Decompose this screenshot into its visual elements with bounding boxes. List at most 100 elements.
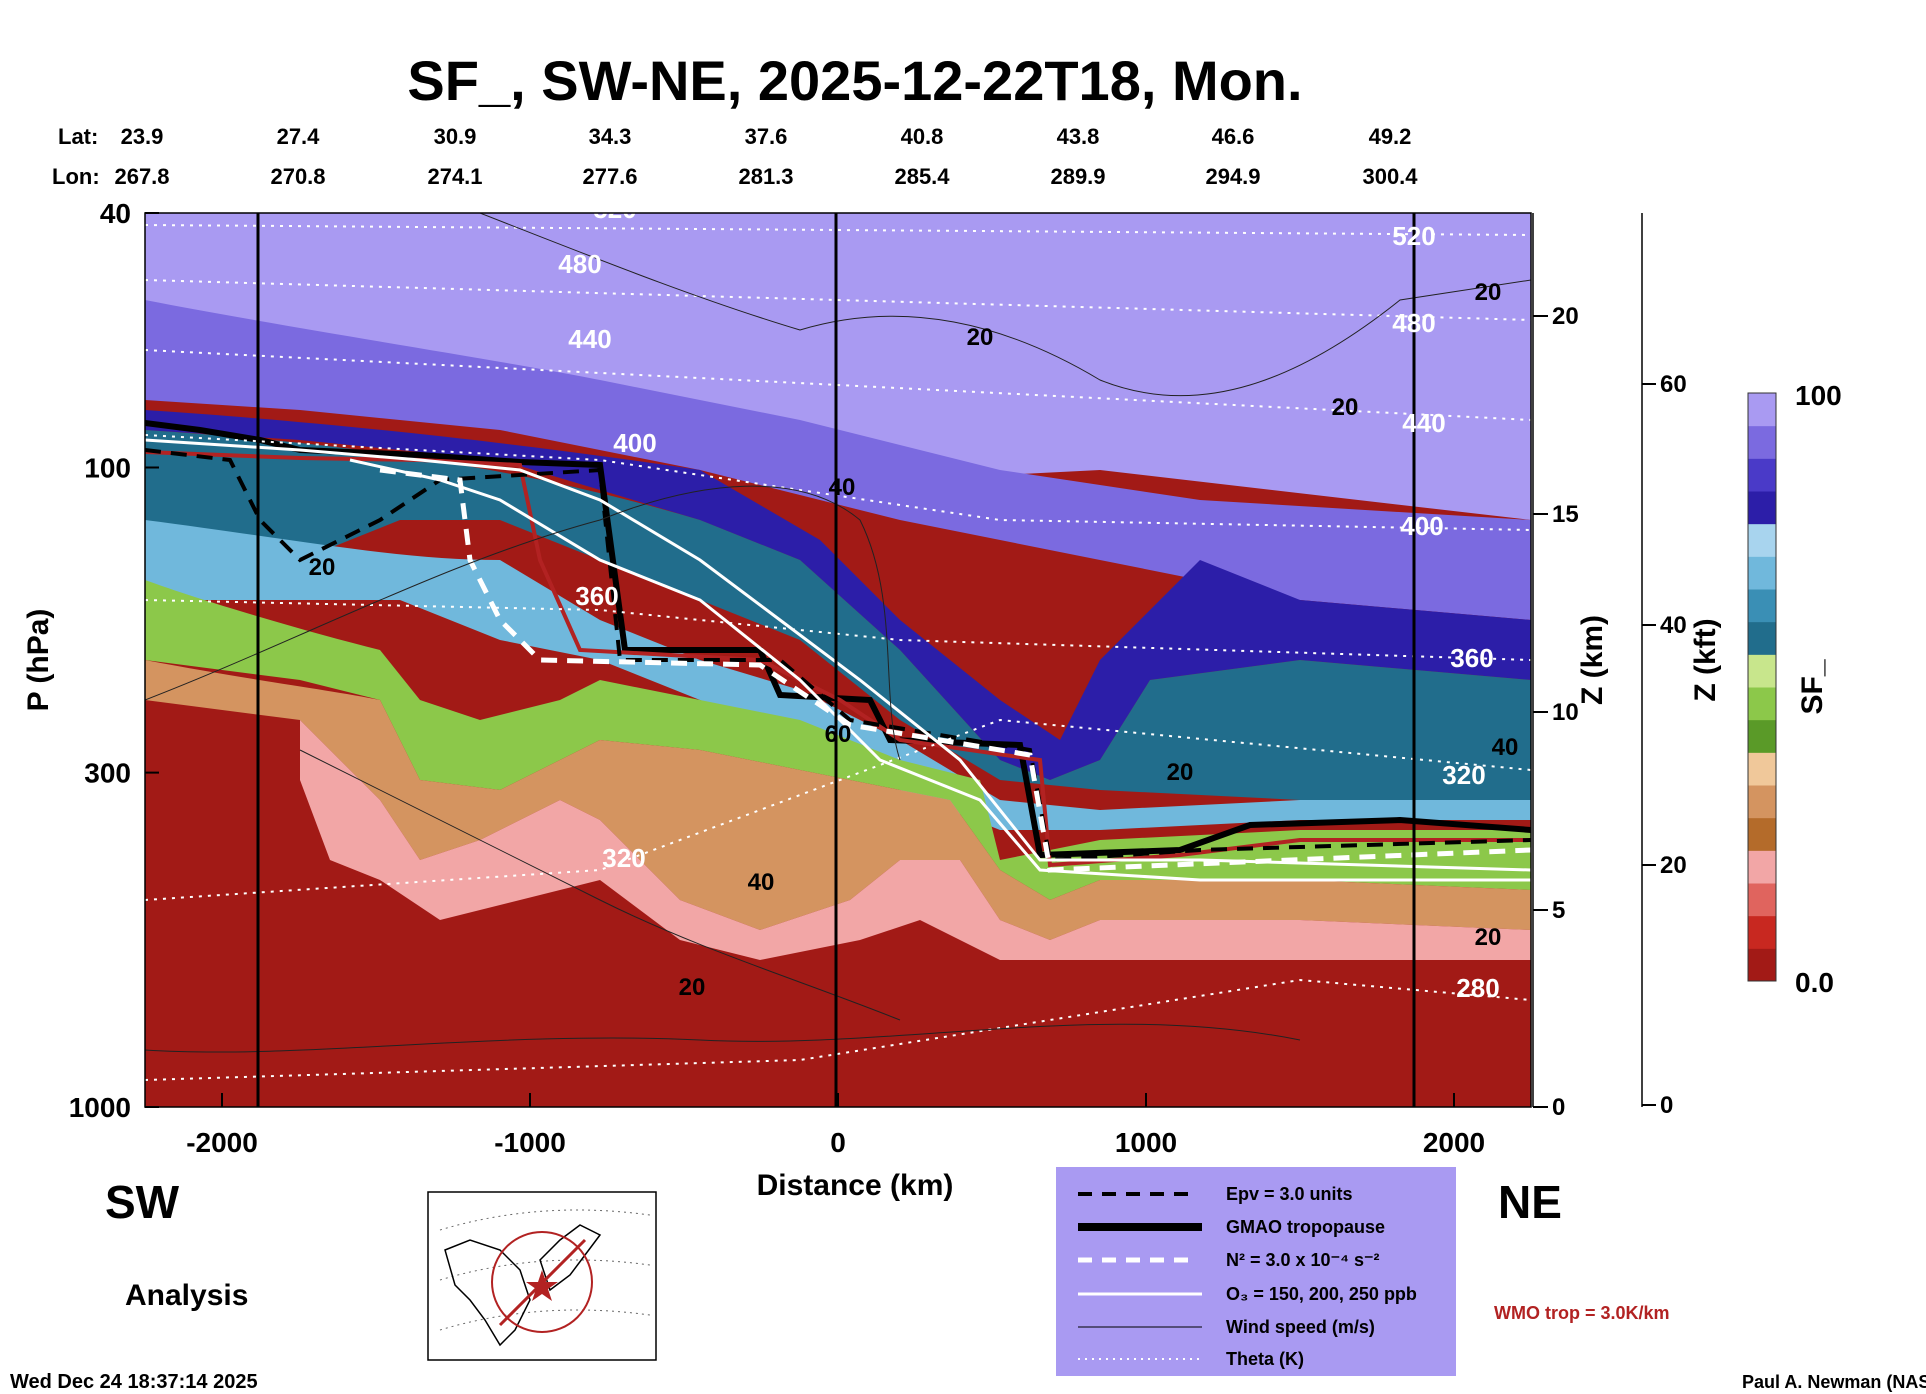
- wind-speed-label: 40: [829, 474, 856, 501]
- z-km-tick-label: 20: [1552, 303, 1579, 330]
- colorbar-segment: [1748, 589, 1776, 623]
- sw-label: SW: [105, 1176, 180, 1228]
- colorbar-segment: [1748, 915, 1776, 949]
- z-km-tick-label: 5: [1552, 897, 1565, 924]
- legend-label-epv: Epv = 3.0 units: [1226, 1184, 1353, 1204]
- lon-value: 300.4: [1362, 164, 1418, 189]
- wind-speed-contour-low: [299, 749, 901, 1021]
- x-tick-label: 1000: [1115, 1127, 1177, 1158]
- theta-label: 280: [1456, 973, 1499, 1003]
- legend-label-wind: Wind speed (m/s): [1226, 1317, 1375, 1337]
- theta-label: 400: [1400, 511, 1443, 541]
- wind-speed-label: 60: [825, 721, 852, 748]
- theta-contour-440: [145, 349, 1531, 421]
- theta-contour-520: [145, 224, 1531, 236]
- wind-speed-contour-surface: [145, 1023, 1301, 1053]
- band-upper-strat: [145, 213, 1531, 520]
- x-tick-label: 0: [830, 1127, 846, 1158]
- colorbar-segment: [1748, 523, 1776, 557]
- lon-value: 285.4: [894, 164, 950, 189]
- theta-label: 400: [613, 428, 656, 458]
- theta-label: 320: [602, 843, 645, 873]
- theta-label-layer: 520 480 440 400 360 320 280 520 480 440 400 360 320: [558, 194, 1499, 1003]
- colorbar-segment: [1748, 654, 1776, 688]
- lat-value: 49.2: [1369, 124, 1412, 149]
- wind-speed-contours: [145, 213, 1531, 1053]
- wind-speed-contour-mid: [145, 485, 901, 761]
- band-strat-dark: [145, 410, 1531, 780]
- lat-value: 46.6: [1212, 124, 1255, 149]
- colorbar-segment: [1748, 883, 1776, 917]
- colorbar-min-label: 0.0: [1795, 967, 1834, 998]
- colorbar-segment: [1748, 425, 1776, 459]
- colorbar-segment: [1748, 719, 1776, 753]
- colorbar-frame: [1747, 392, 1777, 982]
- z-km-tick-label: 15: [1552, 501, 1579, 528]
- lat-value: 34.3: [589, 124, 632, 149]
- wind-speed-label: 40: [1492, 734, 1519, 761]
- y-tick-label: 300: [84, 758, 131, 789]
- analysis-label: Analysis: [125, 1279, 248, 1312]
- legend: Epv = 3.0 units GMAO tropopause N² = 3.0…: [1056, 1167, 1456, 1376]
- wind-speed-contour-upper: [479, 213, 1531, 397]
- z-kft-axis-label: Z (kft): [1689, 618, 1722, 701]
- legend-label-gmao: GMAO tropopause: [1226, 1217, 1385, 1237]
- z-kft-axis: 0 20 40 60: [1641, 213, 1687, 1119]
- z-kft-tick-label: 0: [1660, 1092, 1673, 1119]
- z-km-axis-label: Z (km): [1576, 615, 1609, 705]
- chart-title: SF_, SW-NE, 2025-12-22T18, Mon.: [407, 49, 1302, 112]
- inset-map-grid: [439, 1209, 651, 1331]
- lon-value: 267.8: [114, 164, 169, 189]
- wind-label-layer: 20 20 20 20 20 20 20 40 40 40 60: [309, 279, 1519, 1001]
- colorbar: [1748, 393, 1776, 982]
- theta-label: 520: [593, 194, 636, 224]
- theta-contours: [145, 224, 1531, 1081]
- z-km-tick-label: 10: [1552, 699, 1579, 726]
- z-km-axis: 0 5 10 15 20: [1532, 213, 1579, 1121]
- n2-dashed-white-line: [379, 467, 1531, 873]
- legend-label-ozone: O₃ = 150, 200, 250 ppb: [1226, 1284, 1417, 1304]
- z-kft-tick-label: 40: [1660, 612, 1687, 639]
- z-kft-tick-label: 60: [1660, 371, 1687, 398]
- colorbar-segment: [1748, 850, 1776, 884]
- wind-speed-label: 20: [1167, 759, 1194, 786]
- colorbar-segment: [1748, 491, 1776, 525]
- inset-map: [427, 1191, 657, 1361]
- colorbar-segment: [1748, 621, 1776, 655]
- wind-speed-label: 20: [1475, 924, 1502, 951]
- colorbar-segment: [1748, 948, 1776, 982]
- wind-speed-label: 20: [1332, 394, 1359, 421]
- lat-value: 40.8: [901, 124, 944, 149]
- ozone-white-line-2: [349, 458, 1531, 882]
- theta-label: 480: [558, 249, 601, 279]
- lat-value: 37.6: [745, 124, 788, 149]
- wind-speed-label: 40: [748, 869, 775, 896]
- x-tick-label: 2000: [1423, 1127, 1485, 1158]
- theta-label: 480: [1392, 308, 1435, 338]
- y-tick-label: 100: [84, 452, 131, 483]
- lat-row-label: Lat:: [58, 124, 98, 149]
- colorbar-segment: [1748, 458, 1776, 492]
- wind-speed-label: 20: [679, 974, 706, 1001]
- lat-lon-header: Lat: Lon:: [52, 124, 100, 189]
- colorbar-segment: [1748, 556, 1776, 590]
- theta-label: 440: [568, 324, 611, 354]
- lat-value: 27.4: [277, 124, 321, 149]
- theta-contour-320: [145, 718, 1531, 901]
- wmo-note: WMO trop = 3.0K/km: [1494, 1303, 1670, 1323]
- wind-speed-label: 20: [1475, 279, 1502, 306]
- band-green: [145, 580, 1531, 900]
- band-blue-light: [145, 520, 1531, 830]
- credit: Paul A. Newman (NASA: [1742, 1372, 1926, 1392]
- theta-contour-480: [145, 279, 1531, 321]
- lat-value: 30.9: [434, 124, 477, 149]
- theta-label: 320: [1442, 760, 1485, 790]
- y-axis-label: P (hPa): [22, 609, 55, 712]
- band-tan: [145, 660, 1531, 940]
- inset-map-range-circle: [491, 1231, 593, 1333]
- colorbar-segment: [1748, 752, 1776, 786]
- colorbar-max-label: 100: [1795, 380, 1842, 411]
- lon-value: 274.1: [427, 164, 482, 189]
- lon-value: 281.3: [738, 164, 793, 189]
